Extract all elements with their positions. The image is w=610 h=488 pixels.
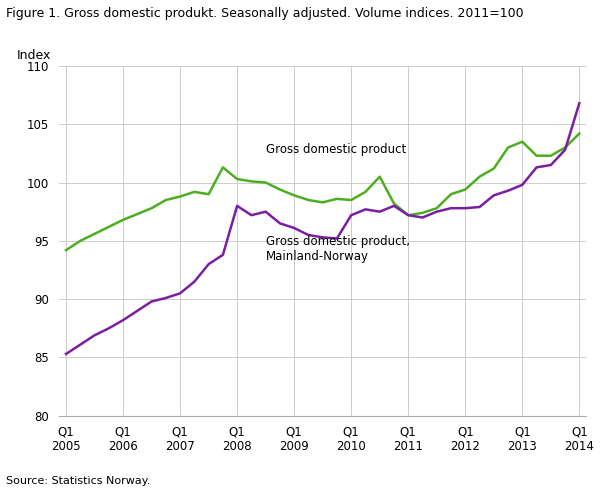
- Text: Gross domestic product: Gross domestic product: [266, 143, 406, 156]
- Text: Gross domestic product,
Mainland-Norway: Gross domestic product, Mainland-Norway: [266, 235, 410, 263]
- Text: Index: Index: [16, 49, 51, 62]
- Text: Figure 1. Gross domestic produkt. Seasonally adjusted. Volume indices. 2011=100: Figure 1. Gross domestic produkt. Season…: [6, 7, 524, 20]
- Text: Source: Statistics Norway.: Source: Statistics Norway.: [6, 476, 151, 486]
